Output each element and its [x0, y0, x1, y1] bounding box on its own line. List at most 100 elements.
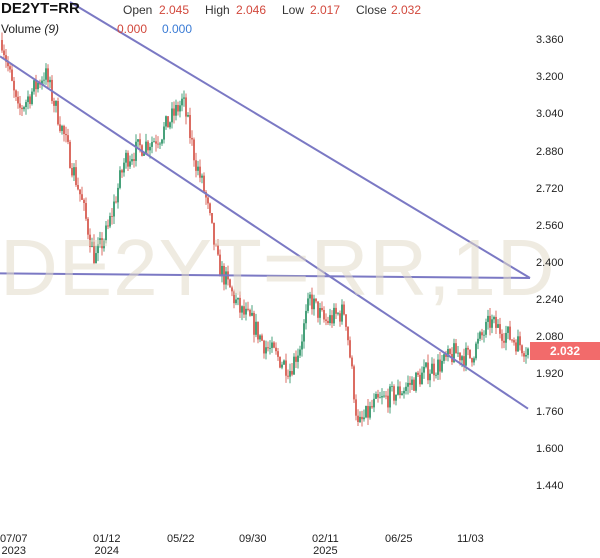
candle-body: [317, 301, 319, 318]
candle-body: [483, 334, 485, 336]
candle-body: [421, 372, 423, 385]
candle-body: [521, 345, 523, 354]
candle-body: [109, 216, 111, 227]
candle-body: [213, 222, 215, 245]
trendline[interactable]: [69, 1, 531, 279]
candle-body: [15, 90, 17, 97]
candle-body: [253, 312, 255, 335]
candle-body: [95, 253, 97, 264]
candle-body: [37, 82, 39, 90]
candle-body: [17, 96, 19, 104]
candle-body: [225, 271, 227, 285]
candle-body: [307, 298, 309, 311]
candle-body: [219, 254, 221, 277]
candle-body: [287, 375, 289, 377]
candle-body: [35, 80, 37, 90]
candle-body: [129, 161, 131, 167]
y-tick-label: 3.200: [536, 71, 564, 83]
volume-indicator-label[interactable]: Volume (9): [1, 22, 59, 36]
candle-body: [13, 80, 15, 91]
candle-body: [289, 371, 291, 377]
candle-body: [243, 306, 245, 315]
candle-body: [343, 304, 345, 315]
candle-body: [117, 187, 119, 203]
candle-body: [333, 307, 335, 324]
candle-body: [369, 406, 371, 418]
low-value: 2.017: [310, 3, 341, 17]
candle-body: [493, 316, 495, 320]
candle-body: [381, 396, 383, 398]
candle-body: [271, 342, 273, 348]
candle-body: [131, 159, 133, 162]
candle-body: [127, 152, 129, 167]
candle-body: [55, 100, 57, 106]
candle-body: [103, 240, 105, 249]
candle-body: [231, 287, 233, 292]
x-tick-label: 06/25: [385, 533, 413, 545]
x-tick-label: 05/22: [167, 533, 195, 545]
low-label: Low: [282, 3, 305, 17]
candle-body: [269, 347, 271, 349]
candle-body: [445, 354, 447, 357]
candle-body: [361, 416, 363, 420]
y-tick-label: 1.600: [536, 443, 564, 455]
x-tick-label: 09/30: [239, 533, 267, 545]
candle-body: [391, 386, 393, 387]
candle-body: [135, 141, 137, 161]
candle-body: [187, 114, 189, 117]
candle-body: [453, 343, 455, 363]
candle-body: [63, 125, 65, 134]
candle-body: [345, 314, 347, 327]
candle-body: [295, 356, 297, 362]
y-tick-label: 1.760: [536, 406, 564, 418]
candle-body: [167, 116, 169, 128]
candle-body: [57, 100, 59, 125]
candle-body: [75, 167, 77, 185]
candle-body: [3, 50, 5, 56]
symbol-title[interactable]: DE2YT=RR: [1, 0, 80, 17]
y-tick-label: 2.880: [536, 146, 564, 158]
candle-body: [423, 366, 425, 373]
candle-body: [469, 349, 471, 359]
candle-body: [519, 336, 521, 346]
candle-body: [495, 316, 497, 328]
candle-body: [261, 335, 263, 341]
candle-body: [121, 170, 123, 173]
candle-body: [99, 238, 101, 245]
candle-body: [177, 104, 179, 112]
candle-body: [279, 356, 281, 368]
candle-body: [509, 326, 511, 340]
candle-body: [399, 386, 401, 396]
candle-body: [503, 340, 505, 343]
candle-body: [89, 234, 91, 247]
candle-body: [487, 315, 489, 322]
candle-body: [351, 357, 353, 367]
candle-body: [155, 141, 157, 144]
candle-body: [97, 244, 99, 254]
candle-body: [233, 291, 235, 304]
candle-body: [463, 356, 465, 366]
candle-body: [161, 139, 163, 144]
volume-period: (9): [44, 22, 60, 36]
candle-body: [439, 359, 441, 372]
candle-body: [209, 203, 211, 213]
trendline[interactable]: [0, 272, 531, 279]
candle-body: [255, 321, 257, 335]
candle-body: [437, 359, 439, 375]
candle-body: [449, 349, 451, 354]
volume-value-1: 0.000: [117, 22, 148, 36]
candle-body: [461, 356, 463, 361]
candle-body: [77, 184, 79, 190]
candle-body: [145, 141, 147, 154]
candle-body: [5, 55, 7, 62]
candle-body: [403, 390, 405, 394]
candle-body: [395, 394, 397, 401]
candle-body: [355, 399, 357, 416]
candle-body: [251, 312, 253, 316]
candle-body: [21, 107, 23, 110]
candle-body: [179, 105, 181, 112]
close-value: 2.032: [391, 3, 422, 17]
candle-body: [339, 313, 341, 322]
trendline[interactable]: [0, 55, 529, 410]
